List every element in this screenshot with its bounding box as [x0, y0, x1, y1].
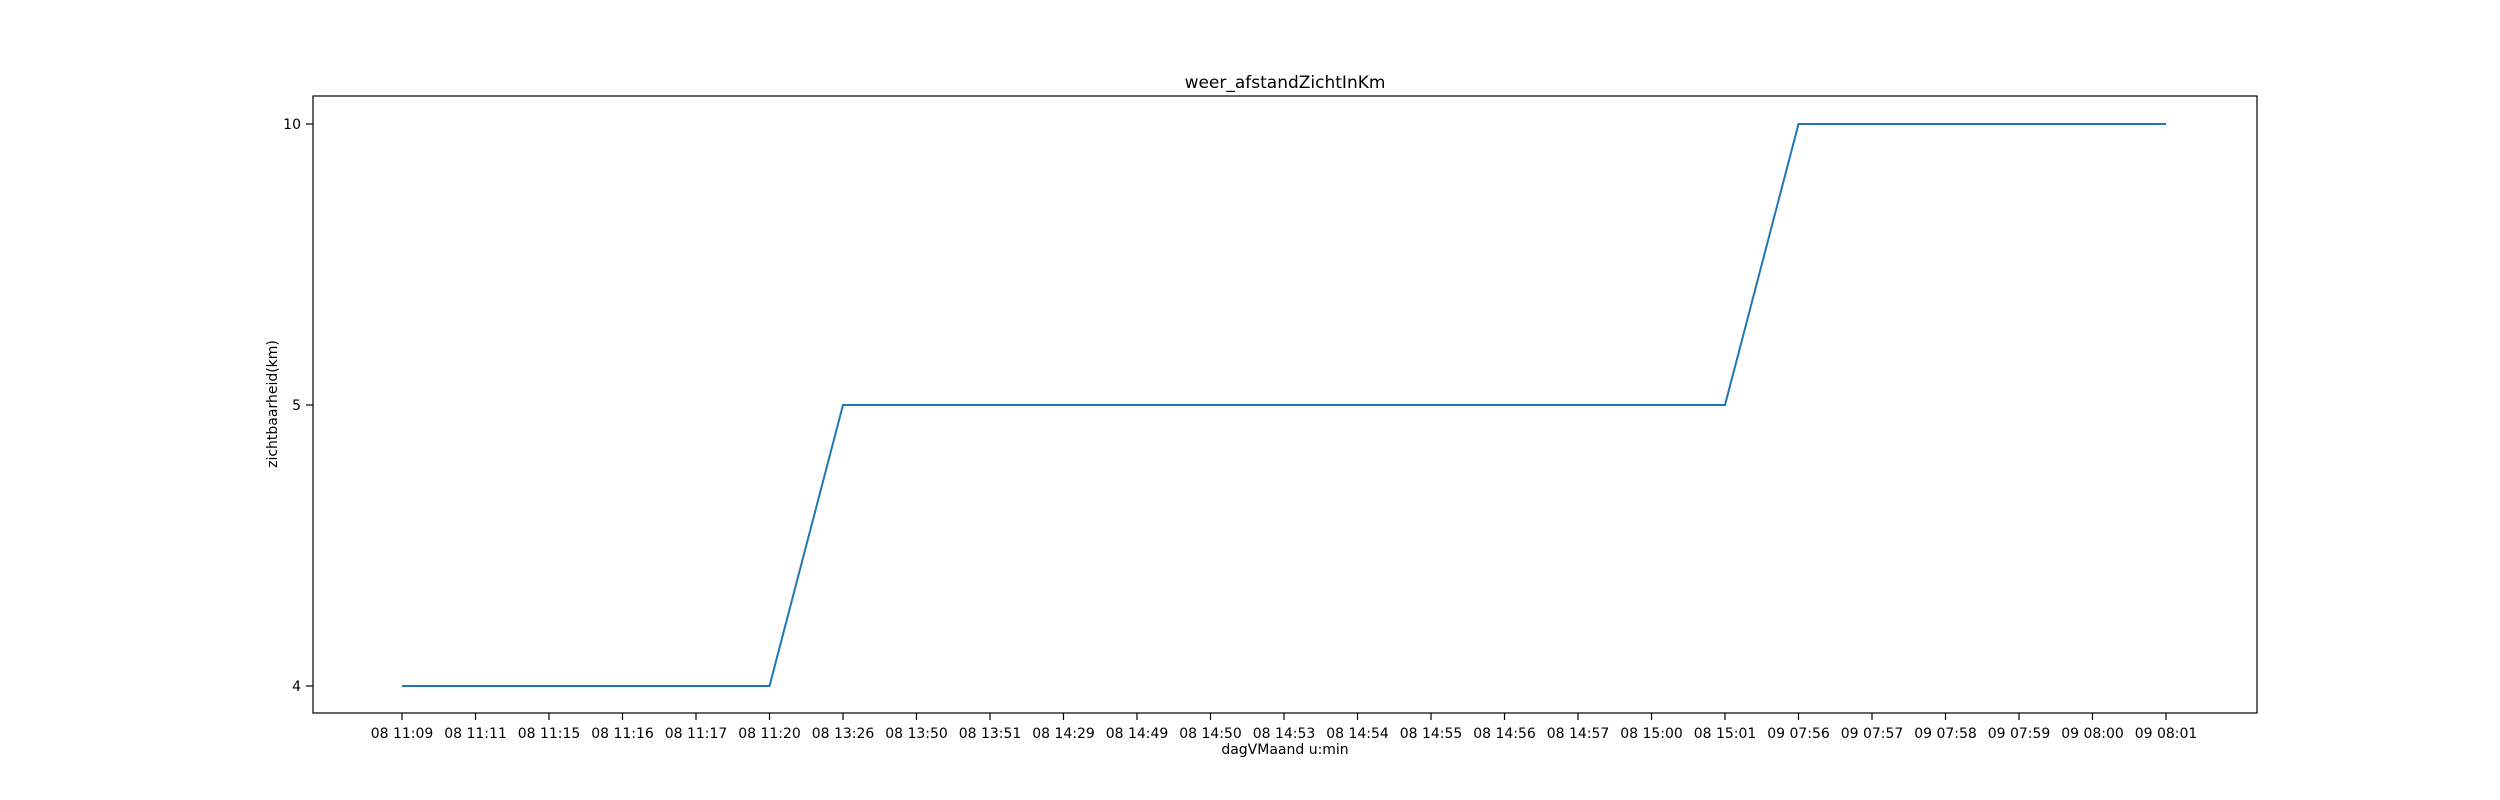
x-tick-label: 08 11:16: [591, 726, 654, 742]
x-tick-label: 08 14:29: [1032, 726, 1095, 742]
x-tick-label: 08 11:17: [665, 726, 728, 742]
x-axis: 08 11:09 08 11:11 08 11:15 08 11:16 08 11:17…: [371, 713, 2198, 742]
x-tick-label: 08 14:53: [1253, 726, 1316, 742]
x-tick-label: 08 13:50: [885, 726, 948, 742]
x-tick-label: 08 14:50: [1179, 726, 1242, 742]
x-tick-label: 08 14:57: [1547, 726, 1610, 742]
x-tick-label: 09 07:57: [1841, 726, 1904, 742]
y-tick-label: 4: [292, 679, 301, 695]
y-axis: 4 5 10: [283, 117, 313, 695]
x-tick-label: 09 08:01: [2135, 726, 2198, 742]
x-tick-label: 08 15:00: [1620, 726, 1683, 742]
x-tick-label: 08 13:51: [959, 726, 1022, 742]
x-tick-label: 09 07:59: [1988, 726, 2051, 742]
x-tick-label: 08 11:11: [444, 726, 507, 742]
x-tick-label: 09 08:00: [2061, 726, 2124, 742]
x-tick-label: 08 11:15: [518, 726, 581, 742]
x-tick-label: 08 14:49: [1106, 726, 1169, 742]
y-axis-label: zichtbaarheid(km): [265, 340, 281, 468]
series-group: [402, 123, 2166, 687]
x-tick-label: 09 07:58: [1914, 726, 1977, 742]
y-tick-label: 10: [283, 117, 301, 133]
chart-title: weer_afstandZichtInKm: [1185, 73, 1386, 93]
y-tick-label: 5: [292, 398, 301, 414]
series-line: [402, 123, 2166, 687]
x-tick-label: 08 14:56: [1473, 726, 1536, 742]
x-tick-label: 08 15:01: [1694, 726, 1757, 742]
x-axis-label: dagVMaand u:min: [1221, 742, 1348, 758]
x-tick-label: 08 11:09: [371, 726, 434, 742]
x-tick-label: 09 07:56: [1767, 726, 1830, 742]
x-tick-label: 08 14:54: [1326, 726, 1389, 742]
x-tick-label: 08 14:55: [1400, 726, 1463, 742]
x-tick-label: 08 13:26: [812, 726, 875, 742]
x-tick-label: 08 11:20: [738, 726, 801, 742]
